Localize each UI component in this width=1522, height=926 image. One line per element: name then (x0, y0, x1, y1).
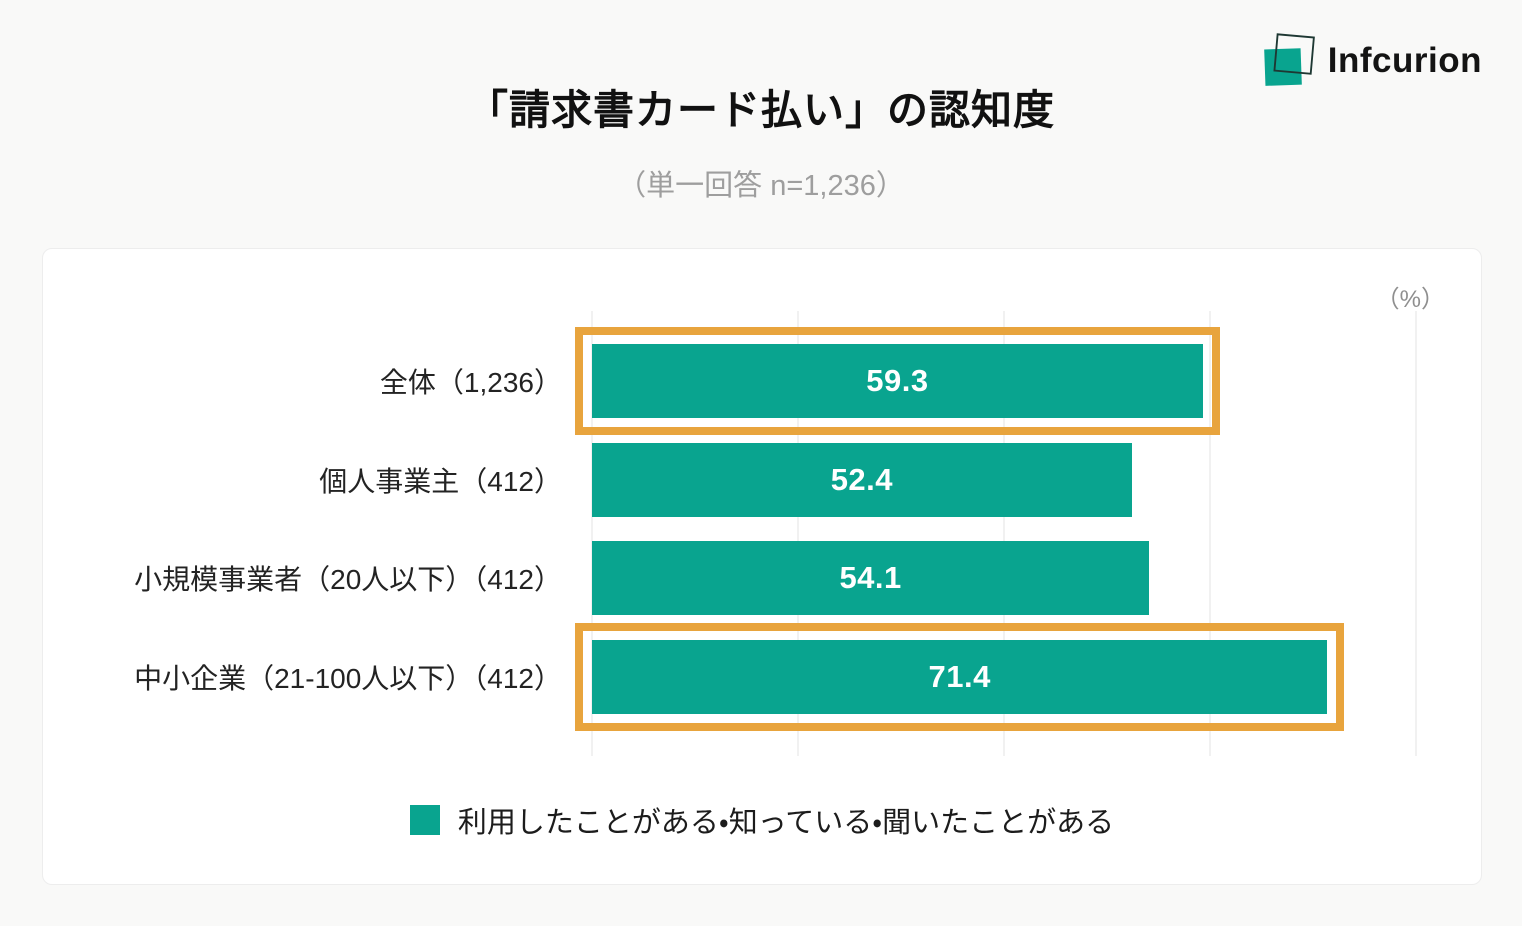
legend: 利用したことがある・知っている・聞いたことがある (43, 799, 1481, 841)
bar-value-label: 71.4 (928, 659, 991, 694)
category-label: 全体（1,236） (379, 367, 562, 398)
bar-value-label: 59.3 (866, 363, 929, 398)
category-label: 小規模事業者（20人以下）（412） (134, 564, 562, 595)
bar-row-chusho-kigyo: 中小企業（21-100人以下）（412） 71.4 (134, 623, 1416, 731)
gridline (797, 311, 799, 756)
bar-value-label: 52.4 (830, 462, 894, 497)
gridline (1415, 311, 1417, 756)
category-label: 個人事業主（412） (319, 466, 562, 497)
gridline (591, 311, 593, 756)
logo-wordmark: Infcurion (1327, 41, 1482, 80)
page-subtitle: （単一回答 n=1,236） (617, 170, 905, 202)
category-label: 中小企業（21-100人以下）（412） (134, 663, 562, 694)
gridlines (591, 311, 1417, 756)
chart-card: （%） 全体（1,236） 59.3 個人事業主（412） 52.4 小規模事業… (42, 248, 1482, 885)
bar: 52.4 (592, 443, 1132, 517)
page-title: 「請求書カード払い」の認知度 (467, 87, 1055, 133)
bar-row-shokibo-jigyosha: 小規模事業者（20人以下）（412） 54.1 (134, 541, 1416, 615)
plot-area: 全体（1,236） 59.3 個人事業主（412） 52.4 小規模事業者（20… (134, 311, 1417, 756)
bar-row-zentai: 全体（1,236） 59.3 (380, 327, 1416, 435)
legend-swatch (409, 805, 440, 835)
bar-row-kojin-jigyonushi: 個人事業主（412） 52.4 (319, 443, 1416, 517)
bar: 54.1 (592, 541, 1150, 615)
bar: 59.3 (592, 344, 1203, 418)
highlight-box (575, 623, 1345, 731)
gridline (1003, 311, 1005, 756)
bar: 71.4 (592, 640, 1328, 714)
infcurion-logo: Infcurion (1262, 32, 1482, 90)
bar-value-label: 54.1 (839, 560, 902, 595)
gridline (1209, 311, 1211, 756)
overlapping-squares-icon (1263, 33, 1315, 86)
highlight-box (575, 327, 1220, 435)
axis-unit-label: （%） (1375, 286, 1445, 313)
legend-label: 利用したことがある・知っている・聞いたことがある (457, 807, 1115, 839)
